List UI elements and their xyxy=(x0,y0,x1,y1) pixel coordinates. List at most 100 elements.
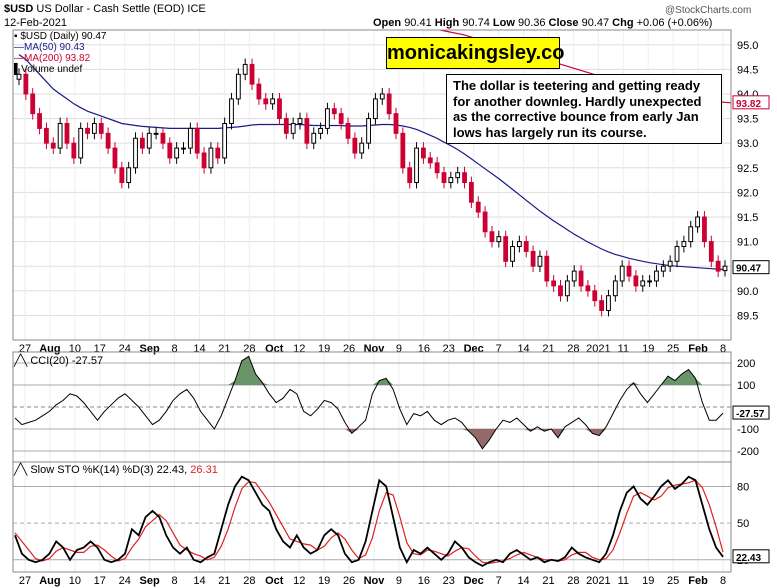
candle-body xyxy=(290,122,296,134)
candle-body xyxy=(208,147,214,169)
x-tick-label-top: 11 xyxy=(618,343,629,355)
sto-legend-text: Slow STO %K(14) %D(3) 22.43, xyxy=(30,464,188,476)
candle-body xyxy=(311,132,317,144)
x-tick-label-top: 10 xyxy=(69,343,81,355)
x-tick-label-top: Feb xyxy=(688,343,708,355)
candle-body xyxy=(105,132,111,149)
price-value-box xyxy=(732,260,770,275)
candle-body xyxy=(98,122,104,134)
x-tick-label-top: 17 xyxy=(94,343,106,355)
cci-tick-label: 200 xyxy=(737,358,755,370)
x-tick-label-bottom: Sep xyxy=(140,575,160,587)
candle-body xyxy=(578,270,584,287)
x-tick-label-top: 14 xyxy=(193,343,205,355)
candle-body xyxy=(160,132,166,144)
candle-body xyxy=(235,73,241,100)
x-tick-label-bottom: 8 xyxy=(720,575,726,587)
x-tick-label-top: 27 xyxy=(19,343,31,355)
x-tick-label-top: 26 xyxy=(343,343,355,355)
price-panel: 89.590.090.591.091.592.092.593.093.594.0… xyxy=(13,29,770,587)
x-tick-label-top: 9 xyxy=(396,343,402,355)
x-tick-label-bottom: Aug xyxy=(39,575,60,587)
x-tick-label-bottom: 12 xyxy=(293,575,305,587)
candle-body xyxy=(660,265,666,272)
candle-body xyxy=(181,147,186,150)
x-tick-label-bottom: Oct xyxy=(265,575,284,587)
sto-tick-label: 50 xyxy=(737,518,749,530)
x-tick-label-bottom: 26 xyxy=(343,575,355,587)
legend-volume: ▌Volume undef xyxy=(14,64,83,75)
x-tick-label-bottom: 14 xyxy=(517,575,529,587)
high-label: High xyxy=(434,17,460,29)
candle-body xyxy=(30,93,36,115)
header-title: $USD US Dollar - Cash Settle (EOD) ICE xyxy=(4,3,206,16)
price-tick-label: 91.0 xyxy=(737,237,758,249)
symbol: $USD xyxy=(4,3,34,15)
candle-body xyxy=(64,122,70,144)
low-value: 90.36 xyxy=(517,17,546,29)
candle-body xyxy=(37,113,42,129)
x-tick-label-bottom: 19 xyxy=(642,575,654,587)
x-tick-label-bottom: 21 xyxy=(542,575,554,587)
x-tick-label-bottom: 8 xyxy=(172,575,178,587)
x-tick-label-top: Aug xyxy=(39,343,60,355)
ma200-value-text: 93.82 xyxy=(736,99,761,110)
candle-body xyxy=(523,241,529,252)
candle-body xyxy=(489,231,495,243)
x-tick-label-bottom: 24 xyxy=(119,575,131,587)
candle-body xyxy=(407,167,413,184)
candle-body xyxy=(667,260,673,267)
candle-body xyxy=(695,216,700,228)
cci-tick-label: -200 xyxy=(737,446,759,458)
x-tick-label-top: 28 xyxy=(567,343,579,355)
stockcharts-logo: @StockCharts.com xyxy=(665,5,752,16)
candle-body xyxy=(448,177,454,184)
candle-body xyxy=(516,241,522,248)
sto-panel: 80502022.43 xyxy=(13,475,770,567)
candle-body xyxy=(44,127,49,144)
x-tick-label-top: 19 xyxy=(318,343,330,355)
candle-body xyxy=(722,265,728,272)
candle-body xyxy=(400,132,406,169)
candle-body xyxy=(647,280,653,283)
candle-body xyxy=(16,73,22,80)
price-tick-label: 90.0 xyxy=(737,286,758,298)
x-tick-label-bottom: 25 xyxy=(667,575,679,587)
cci-legend-text: CCI(20) -27.57 xyxy=(30,355,104,367)
candle-body xyxy=(503,236,509,262)
candle-body xyxy=(201,152,207,169)
candle-body xyxy=(194,127,200,154)
x-tick-label-top: 16 xyxy=(418,343,430,355)
x-tick-label-bottom: 16 xyxy=(418,575,430,587)
candle-body xyxy=(626,265,632,277)
candle-body xyxy=(133,137,138,169)
candle-body xyxy=(318,127,323,134)
candle-body xyxy=(640,280,646,287)
candle-body xyxy=(91,122,97,134)
sto-legend: ╱╲ Slow STO %K(14) %D(3) 22.43, 26.31 xyxy=(14,464,218,477)
legend-ma200-text: MA(200) 93.82 xyxy=(24,53,91,64)
x-tick-label-bottom: 28 xyxy=(567,575,579,587)
sto-d-line xyxy=(14,479,724,565)
x-tick-label-bottom: Feb xyxy=(688,575,708,587)
candle-body xyxy=(558,285,563,297)
x-tick-label-top: Oct xyxy=(265,343,284,355)
x-tick-label-bottom: 17 xyxy=(94,575,106,587)
candle-body xyxy=(462,172,467,184)
price-tick-label: 91.5 xyxy=(737,212,758,224)
candle-body xyxy=(139,137,145,149)
candle-body xyxy=(708,241,714,262)
sto-k-line xyxy=(14,475,724,567)
price-tick-label: 93.5 xyxy=(737,114,758,126)
x-tick-label-bottom: 11 xyxy=(618,575,629,587)
cci-value-text: -27.57 xyxy=(736,409,765,420)
x-tick-label-top: 25 xyxy=(667,343,679,355)
x-tick-label-top: 12 xyxy=(293,343,305,355)
candle-body xyxy=(537,255,543,267)
sto-tick-label: 80 xyxy=(737,481,749,493)
x-tick-label-bottom: 19 xyxy=(318,575,330,587)
x-tick-label-top: 23 xyxy=(443,343,455,355)
candle-body xyxy=(325,108,330,129)
price-value-text: 90.47 xyxy=(736,264,761,275)
low-label: Low xyxy=(492,17,515,29)
